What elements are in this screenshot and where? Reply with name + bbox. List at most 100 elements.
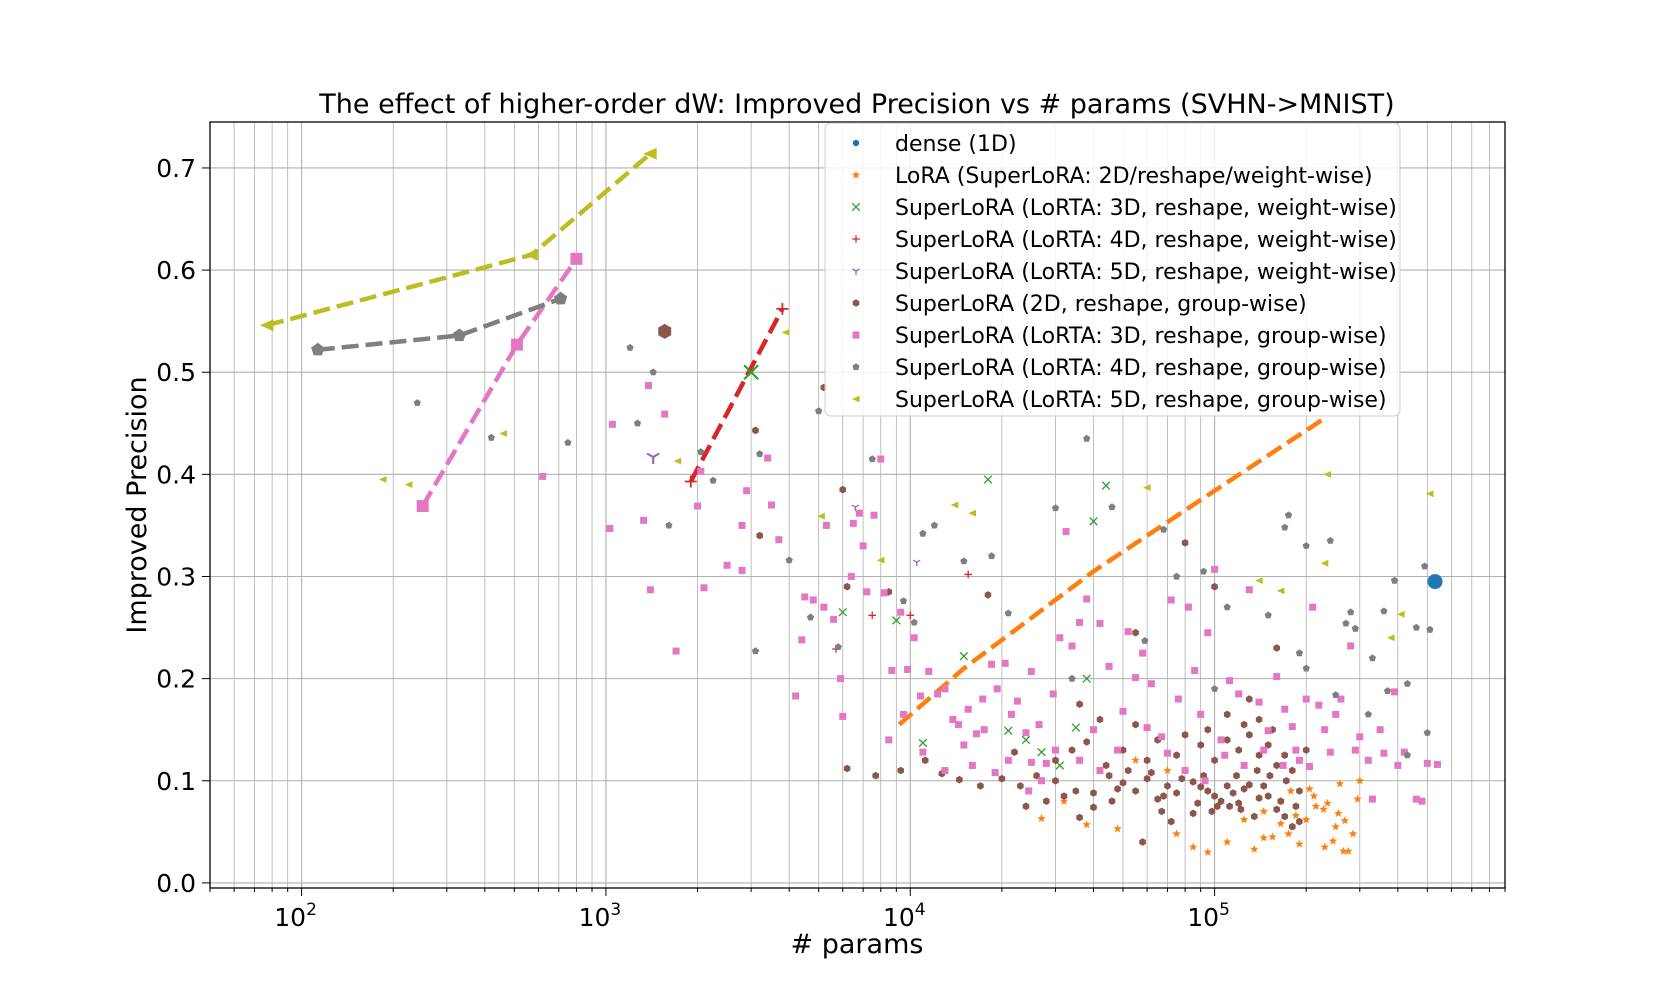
data-point-series-7 (1423, 729, 1431, 736)
data-point-series-5 (1217, 797, 1225, 805)
data-point-series-6 (661, 410, 669, 418)
data-point-series-6 (1364, 756, 1372, 764)
data-point-series-1 (1309, 791, 1319, 800)
data-point-series-5 (1181, 731, 1189, 739)
data-point-series-1 (1334, 808, 1343, 818)
data-point-series-6 (954, 721, 962, 729)
data-point-series-6 (941, 685, 949, 693)
data-point-series-5 (1194, 799, 1201, 807)
data-point-series-2 (983, 475, 993, 484)
data-point-series-6 (1105, 662, 1113, 670)
data-point-series-6 (988, 660, 996, 668)
data-point-series-1 (1339, 846, 1348, 855)
data-point-series-6 (859, 542, 867, 550)
data-point-series-7 (1108, 503, 1116, 511)
data-point-series-7 (910, 618, 918, 626)
data-point-series-7 (868, 455, 876, 463)
data-point-series-6 (1292, 746, 1300, 754)
data-point-series-5 (1197, 741, 1204, 749)
data-point-series-6 (1326, 748, 1334, 756)
data-point-series-6 (694, 502, 702, 510)
data-points (260, 147, 1443, 856)
data-point-series-5 (872, 771, 879, 780)
data-point-series-2 (918, 738, 928, 748)
data-point-series-1 (1340, 816, 1350, 825)
data-point-series-8 (1425, 490, 1434, 498)
data-point-series-6 (1027, 758, 1035, 766)
data-point-series-3 (776, 302, 789, 315)
data-point-series-6 (1201, 777, 1209, 785)
data-point-series-6 (1255, 698, 1263, 706)
data-point-series-5 (1273, 761, 1280, 770)
data-point-series-8 (643, 147, 657, 160)
data-point-series-6 (1191, 666, 1199, 674)
data-point-series-2 (1101, 481, 1111, 490)
data-point-series-6 (1163, 749, 1171, 757)
data-point-series-6 (1235, 690, 1243, 698)
data-point-series-5 (1296, 787, 1303, 795)
data-point-series-7 (834, 643, 842, 650)
data-point-series-5 (1173, 789, 1180, 797)
data-point-series-7 (564, 438, 572, 446)
data-point-series-5 (1283, 777, 1290, 785)
data-point-series-6 (847, 572, 855, 580)
data-point-series-0 (1427, 574, 1443, 590)
data-point-series-1 (1335, 779, 1345, 788)
data-point-series-3 (684, 475, 697, 488)
legend-marker (852, 268, 860, 275)
data-point-series-7 (751, 647, 760, 655)
data-point-series-6 (980, 726, 988, 734)
legend-marker (852, 139, 860, 147)
data-point-series-6 (1076, 756, 1084, 764)
data-point-series-7 (665, 521, 673, 529)
data-point-series-8 (673, 457, 682, 465)
data-point-series-6 (1245, 586, 1253, 594)
data-point-series-1 (1131, 755, 1140, 764)
data-point-series-2 (1021, 735, 1031, 745)
data-point-series-4 (646, 452, 660, 464)
data-point-series-6 (1264, 727, 1272, 735)
data-point-series-6 (1027, 667, 1035, 675)
data-point-series-6 (1038, 777, 1046, 785)
x-tick-label: 103 (579, 900, 622, 932)
data-point-series-1 (1163, 766, 1172, 775)
data-point-series-5 (1223, 782, 1231, 790)
data-point-series-3 (906, 611, 915, 620)
data-point-series-1 (1203, 847, 1213, 856)
data-point-series-1 (1295, 839, 1304, 848)
data-point-series-8 (817, 512, 825, 520)
data-point-series-6 (738, 521, 746, 529)
data-point-series-6 (608, 420, 616, 428)
data-point-series-7 (709, 476, 717, 484)
data-point-series-6 (979, 695, 987, 703)
data-point-series-7 (815, 407, 823, 415)
data-point-series-8 (1276, 587, 1285, 595)
data-point-series-6 (1332, 710, 1340, 718)
data-point-series-8 (1143, 484, 1151, 491)
data-point-series-5 (1233, 771, 1240, 780)
data-point-series-5 (1083, 738, 1090, 746)
data-point-series-7 (413, 399, 421, 406)
data-point-series-7 (899, 597, 908, 605)
data-point-series-6 (1181, 767, 1189, 775)
data-point-series-5 (1235, 746, 1242, 754)
data-point-series-5 (922, 756, 929, 765)
data-point-series-7 (930, 521, 938, 529)
data-point-series-6 (1004, 756, 1012, 764)
data-point-series-6 (697, 467, 705, 475)
data-point-series-2 (838, 607, 848, 617)
data-point-series-5 (998, 774, 1006, 783)
data-point-series-1 (1305, 784, 1314, 793)
data-point-series-5 (1296, 817, 1303, 826)
data-point-series-5 (1260, 782, 1267, 790)
data-point-series-5 (1076, 813, 1083, 822)
data-point-series-5 (1266, 771, 1274, 780)
data-point-series-5 (1181, 539, 1189, 547)
data-point-series-2 (743, 364, 759, 380)
data-point-series-8 (1255, 577, 1263, 584)
data-point-series-6 (1418, 797, 1426, 805)
data-point-series-6 (1068, 642, 1076, 650)
data-point-series-7 (311, 342, 325, 356)
data-point-series-5 (1255, 794, 1263, 802)
series-line-3 (688, 307, 785, 483)
